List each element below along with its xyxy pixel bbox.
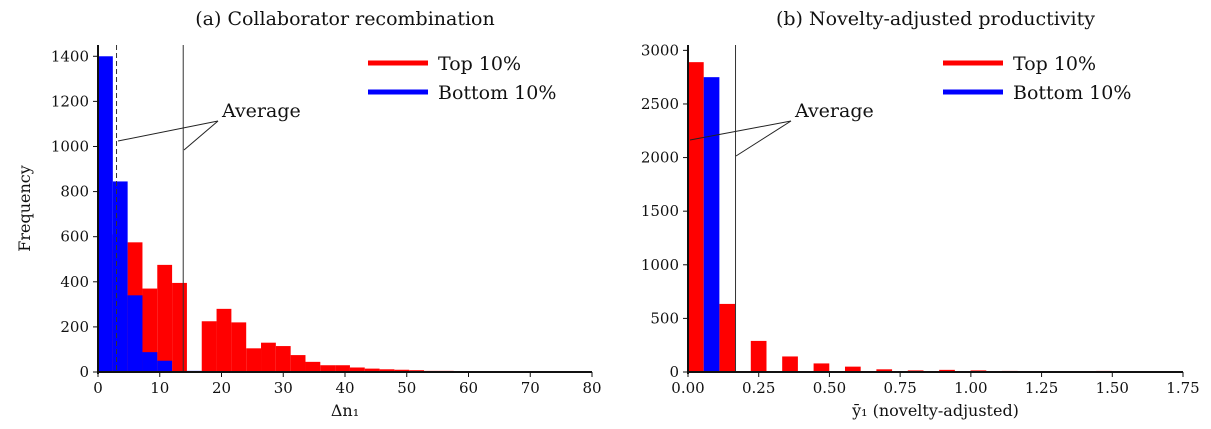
bar-top	[157, 265, 172, 372]
y-tick-label: 200	[60, 318, 89, 336]
annotation-pointer	[184, 121, 218, 150]
x-axis-label: ȳ₁ (novelty-adjusted)	[851, 401, 1019, 420]
bar-top	[261, 343, 276, 372]
y-tick-label: 500	[650, 309, 679, 327]
y-tick-label: 0	[669, 363, 679, 381]
bar-bottom	[128, 295, 143, 372]
legend-label-bottom: Bottom 10%	[1013, 82, 1131, 104]
bar-top	[291, 355, 306, 372]
y-tick-label: 1000	[51, 137, 89, 155]
x-tick-label: 30	[274, 379, 293, 397]
x-tick-label: 10	[150, 379, 169, 397]
annotation-pointer	[118, 121, 218, 141]
bar-top	[276, 346, 291, 372]
bar-top	[719, 304, 735, 372]
x-tick-label: 70	[521, 379, 540, 397]
y-tick-label: 1500	[641, 202, 679, 220]
legend-label-top: Top 10%	[438, 53, 521, 75]
bar-top	[172, 283, 187, 372]
x-tick-label: 0.25	[742, 379, 775, 397]
bar-top	[217, 309, 232, 372]
x-tick-label: 40	[335, 379, 354, 397]
x-tick-label: 0.75	[883, 379, 916, 397]
y-tick-label: 1200	[51, 92, 89, 110]
y-tick-label: 2000	[641, 149, 679, 167]
x-tick-label: 1.50	[1096, 379, 1129, 397]
average-annotation: Average	[221, 100, 301, 122]
x-tick-label: 60	[459, 379, 478, 397]
y-axis-label: Frequency	[15, 165, 34, 252]
y-tick-label: 2500	[641, 95, 679, 113]
x-tick-label: 50	[397, 379, 416, 397]
bar-bottom	[157, 361, 172, 372]
x-tick-label: 1.75	[1166, 379, 1199, 397]
bar-top	[782, 356, 798, 372]
bar-top	[202, 321, 217, 372]
panel-title: (b) Novelty-adjusted productivity	[776, 8, 1095, 30]
y-tick-label: 0	[79, 363, 89, 381]
x-tick-label: 80	[582, 379, 601, 397]
bar-top	[688, 62, 704, 372]
y-tick-label: 400	[60, 273, 89, 291]
bar-top	[814, 363, 830, 372]
panel-a: (a) Collaborator recombination 0 10 20 30 40 5…	[15, 8, 602, 420]
bar-top	[231, 322, 246, 372]
bar-top	[246, 348, 261, 372]
bar-top	[320, 365, 335, 372]
y-tick-label: 1000	[641, 256, 679, 274]
bar-top	[305, 362, 320, 372]
bar-top	[751, 341, 767, 372]
legend-label-bottom: Bottom 10%	[438, 82, 556, 104]
bar-bottom	[704, 77, 720, 372]
x-tick-label: 1.00	[954, 379, 987, 397]
y-tick-label: 600	[60, 228, 89, 246]
bar-bottom	[98, 56, 113, 372]
x-axis-label: Δn₁	[331, 401, 359, 420]
y-tick-label: 1400	[51, 47, 89, 65]
bar-bottom	[113, 181, 128, 372]
average-annotation: Average	[794, 100, 874, 122]
bar-bottom	[142, 352, 157, 372]
x-tick-label: 1.25	[1025, 379, 1058, 397]
bar-top	[335, 365, 350, 372]
x-tick-label: 20	[212, 379, 231, 397]
x-tick-label: 0	[93, 379, 103, 397]
y-tick-label: 3000	[641, 41, 679, 59]
x-tick-label: 0.50	[813, 379, 846, 397]
x-tick-label: 0.00	[671, 379, 704, 397]
panel-title: (a) Collaborator recombination	[195, 8, 494, 30]
panel-b: (b) Novelty-adjusted productivity 0.00 0.2…	[641, 8, 1200, 420]
y-tick-label: 800	[60, 183, 89, 201]
legend-label-top: Top 10%	[1013, 53, 1096, 75]
